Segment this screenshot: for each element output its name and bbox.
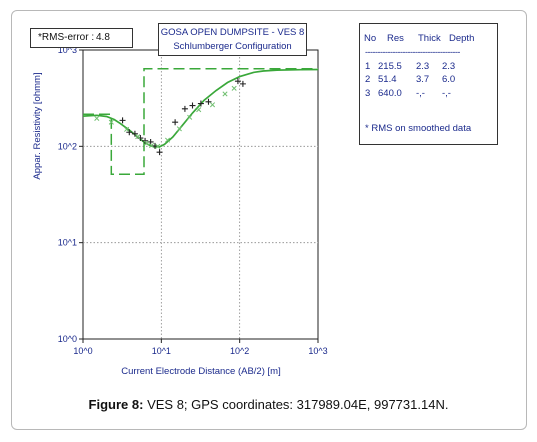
- caption-text: VES 8; GPS coordinates: 317989.04E, 9977…: [143, 397, 449, 412]
- table-separator: --------------------------------------: [365, 47, 460, 57]
- header-thick: Thick: [418, 33, 441, 44]
- observed-point: [234, 78, 241, 85]
- rms-error-label: *RMS-error :: [38, 32, 95, 43]
- layer-parameters-table: No Res Thick Depth ---------------------…: [359, 23, 498, 145]
- smoothed-point: [94, 115, 100, 121]
- smoothed-point: [144, 140, 150, 146]
- layer-model-line: [83, 67, 318, 175]
- smoothed-point: [108, 119, 114, 125]
- table-row: 3 640.0 -,- -,-: [360, 88, 497, 100]
- cell-no: 2: [365, 74, 371, 85]
- x-tick-label: 10^2: [230, 346, 249, 356]
- observed-point: [189, 102, 196, 109]
- rms-note: * RMS on smoothed data: [365, 123, 472, 134]
- table-row: 1 215.5 2.3 2.3: [360, 61, 497, 73]
- header-no: No: [364, 33, 377, 44]
- observed-point: [181, 105, 188, 112]
- observed-point: [197, 100, 204, 107]
- cell-res: 640.0: [378, 88, 402, 99]
- rms-error-value: 4.8: [96, 32, 110, 43]
- observed-point: [119, 117, 126, 124]
- smoothed-point: [196, 107, 202, 113]
- smoothed-point: [222, 91, 228, 97]
- chart-title: GOSA OPEN DUMPSITE - VES 8: [160, 27, 305, 38]
- observed-point: [172, 119, 179, 126]
- x-axis-label: Current Electrode Distance (AB/2) [m]: [121, 366, 280, 377]
- chart-subtitle: Schlumberger Configuration: [173, 41, 292, 52]
- smoothed-point: [187, 114, 193, 120]
- smoothed-point: [155, 143, 161, 149]
- cell-thick: -,-: [416, 88, 425, 99]
- cell-depth: 6.0: [442, 74, 456, 85]
- y-tick-label: 10^2: [58, 141, 77, 151]
- caption-prefix: Figure 8:: [88, 397, 144, 412]
- cell-res: 215.5: [378, 61, 402, 72]
- cell-no: 3: [365, 88, 371, 99]
- smoothed-point: [231, 85, 237, 91]
- cell-no: 1: [365, 61, 371, 72]
- chart-title-box: GOSA OPEN DUMPSITE - VES 8 Schlumberger …: [158, 23, 307, 56]
- rms-error-box: *RMS-error :4.8: [30, 28, 133, 48]
- y-tick-label: 10^1: [58, 238, 77, 248]
- x-tick-label: 10^0: [73, 346, 92, 356]
- smoothed-point: [124, 126, 130, 132]
- cell-thick: 2.3: [416, 61, 430, 72]
- table-header-row: No Res Thick Depth: [360, 33, 497, 45]
- y-tick-label: 10^0: [58, 334, 77, 344]
- cell-depth: 2.3: [442, 61, 456, 72]
- x-tick-label: 10^1: [152, 346, 171, 356]
- observed-point: [205, 98, 212, 105]
- cell-depth: -,-: [442, 88, 451, 99]
- cell-res: 51.4: [378, 74, 397, 85]
- observed-point: [131, 130, 138, 137]
- figure-caption: Figure 8: VES 8; GPS coordinates: 317989…: [0, 397, 537, 412]
- smoothed-point: [176, 126, 182, 132]
- x-tick-label: 10^3: [308, 346, 327, 356]
- observed-point: [137, 135, 144, 142]
- table-row: 2 51.4 3.7 6.0: [360, 74, 497, 86]
- smoothed-point: [148, 142, 155, 149]
- smoothed-point: [135, 134, 141, 140]
- y-tick-label: 10^3: [58, 45, 77, 55]
- plot-area: [82, 49, 319, 340]
- cell-thick: 3.7: [416, 74, 430, 85]
- smoothed-point: [209, 102, 216, 108]
- observed-point: [126, 129, 133, 136]
- observed-point: [239, 80, 246, 87]
- observed-point: [156, 149, 163, 156]
- header-depth: Depth: [449, 33, 475, 44]
- smoothed-point: [164, 137, 171, 143]
- header-res: Res: [387, 33, 404, 44]
- y-axis-label: Appar. Resistivity [ohmm]: [32, 72, 43, 179]
